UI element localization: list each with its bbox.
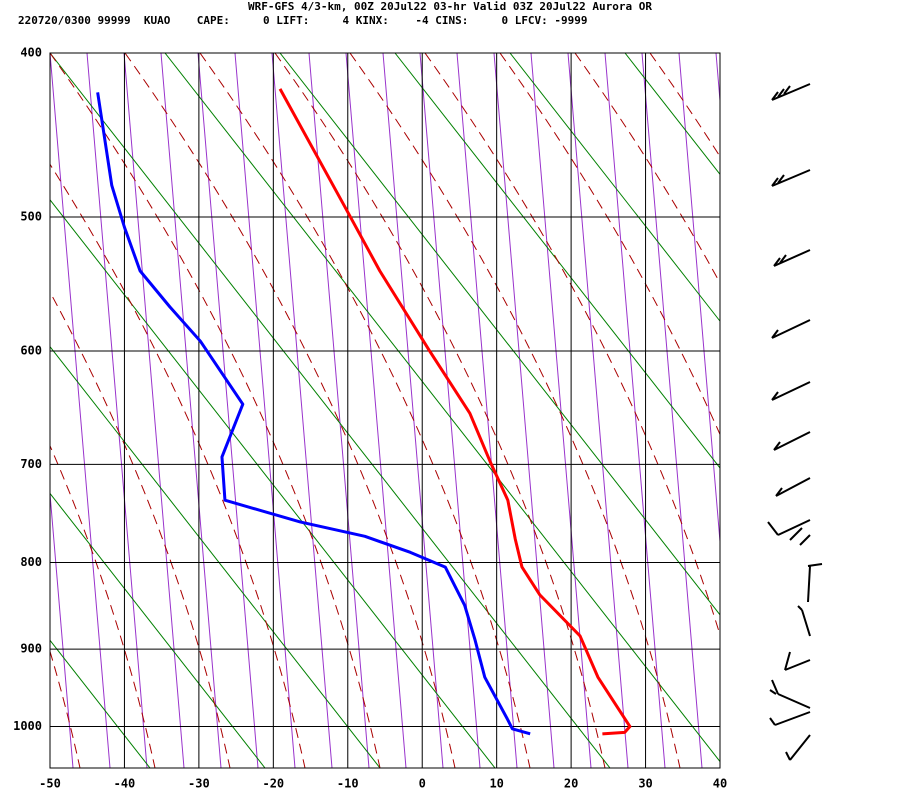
dry-adiabat	[50, 639, 151, 768]
isotherm-line	[271, 53, 333, 768]
x-tick-label: -30	[188, 777, 210, 791]
moist-adiabat	[50, 53, 381, 768]
isotherm-line	[50, 487, 74, 768]
background-lines	[0, 53, 900, 768]
dry-adiabat	[855, 53, 900, 768]
x-tick-label: 10	[489, 777, 503, 791]
moist-adiabat	[574, 53, 720, 285]
dry-adiabat	[624, 53, 720, 176]
isotherm-line	[493, 53, 555, 768]
isotherm-line	[715, 53, 720, 107]
x-tick-label: 0	[419, 777, 426, 791]
wind-barbs	[767, 83, 823, 761]
y-tick-label: 700	[20, 457, 42, 471]
dry-adiabat	[0, 53, 35, 768]
moist-adiabat	[50, 163, 306, 768]
isotherm-line	[567, 53, 629, 768]
isotherm-line	[530, 53, 592, 768]
dry-adiabat	[509, 53, 720, 322]
y-tick-label: 800	[20, 555, 42, 569]
moist-adiabat	[50, 444, 156, 768]
x-tick-label: -10	[337, 777, 359, 791]
moist-adiabat	[725, 53, 900, 768]
isotherm-line	[678, 53, 720, 548]
isotherm-line	[827, 53, 887, 768]
isotherm-line	[790, 53, 850, 768]
moist-adiabat	[349, 53, 681, 768]
dry-adiabat	[50, 53, 611, 768]
plot-area: -50 -40 -30 -20 -10 0 10 20 30 40 400 500 600 700 800 9…	[13, 46, 727, 791]
isotherm-line	[382, 53, 444, 768]
y-tick-label: 600	[20, 344, 42, 358]
moist-adiabat	[274, 53, 606, 768]
y-tick-label: 1000	[13, 719, 42, 733]
moist-adiabat	[424, 53, 720, 637]
isotherm-line	[604, 53, 666, 768]
isotherm-line	[456, 53, 518, 768]
moist-adiabat	[50, 649, 81, 768]
y-tick-label: 500	[20, 210, 42, 224]
isotherm-line	[641, 53, 703, 768]
dry-adiabat	[50, 199, 496, 768]
moist-adiabat	[50, 291, 231, 768]
y-tick-label: 400	[20, 46, 42, 60]
chart-title: WRF-GFS 4/3-km, 00Z 20Jul22 03-hr Valid …	[248, 0, 652, 13]
x-tick-label: 40	[713, 777, 727, 791]
isotherm-line	[753, 53, 813, 768]
moist-adiabat	[124, 53, 456, 768]
moist-adiabat	[649, 53, 720, 158]
isotherm-line	[160, 53, 222, 768]
x-tick-label: 20	[564, 777, 578, 791]
isotherm-line	[0, 53, 36, 768]
moist-adiabat	[199, 53, 531, 768]
x-tick-label: -50	[39, 777, 61, 791]
dry-adiabat	[279, 53, 720, 616]
x-tick-label: -40	[114, 777, 136, 791]
dry-adiabat	[394, 53, 720, 469]
x-tick-label: 30	[638, 777, 652, 791]
chart-subtitle: 220720/0300 99999 KUAO CAPE: 0 LIFT: 4 K…	[18, 14, 588, 27]
isotherm-line	[345, 53, 407, 768]
profile-line	[278, 88, 632, 736]
isotherm-line	[50, 53, 111, 768]
moist-adiabat	[0, 53, 5, 768]
profile-line	[96, 92, 531, 736]
moist-adiabat	[499, 53, 720, 436]
dry-adiabat	[740, 53, 900, 768]
isotherm-line	[123, 53, 185, 768]
x-tick-label: -20	[262, 777, 284, 791]
isotherm-line	[419, 53, 481, 768]
y-tick-label: 900	[20, 642, 42, 656]
isotherm-line	[234, 53, 296, 768]
isotherm-line	[86, 53, 148, 768]
